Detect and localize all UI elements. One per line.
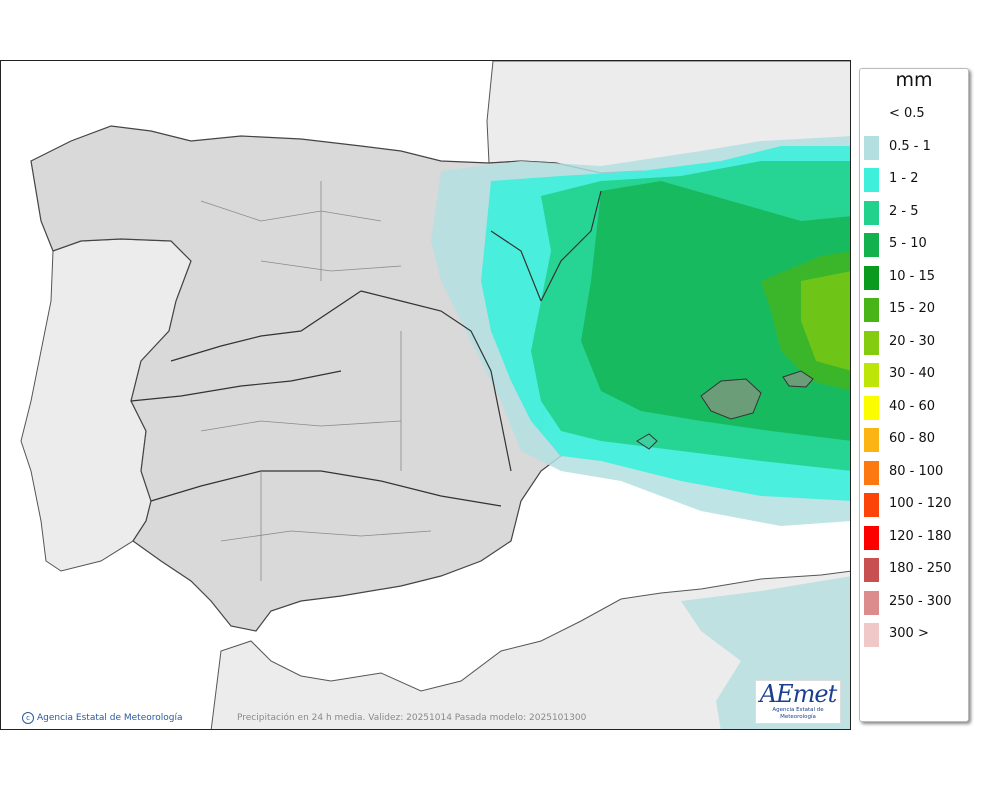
- legend-swatch: [864, 623, 879, 647]
- legend-label: 40 - 60: [889, 398, 936, 414]
- legend-label: 60 - 80: [889, 431, 936, 446]
- precipitation-legend: mm < 0.5 0.5 - 1 1 - 2 2 - 5 5 - 10 10 - 15 15…: [859, 68, 969, 722]
- province-borders: [200, 181, 432, 581]
- legend-swatch: [864, 200, 879, 225]
- legend-swatch: [864, 558, 879, 582]
- copyright-icon: c: [22, 712, 34, 724]
- legend-label: 100 - 120: [889, 496, 952, 511]
- legend-label: 0.5 - 1: [889, 138, 931, 154]
- mallorca-island: [700, 378, 762, 420]
- legend-label: 250 - 300: [889, 593, 952, 609]
- legend-label: 300 >: [889, 626, 929, 641]
- legend-swatch: [864, 265, 879, 290]
- legend-swatch: [864, 233, 879, 257]
- legend-label: 120 - 180: [889, 528, 952, 544]
- legend-label: < 0.5: [889, 106, 925, 121]
- precip-band-20-30: [801, 271, 850, 371]
- map-svg: [20, 61, 850, 729]
- agency-credit: c Agencia Estatal de Meteorología: [22, 712, 183, 724]
- logo-wordmark: AEmet: [759, 680, 837, 708]
- legend-swatch: [864, 103, 879, 127]
- legend-label: 2 - 5: [889, 203, 919, 219]
- legend-label: 1 - 2: [889, 171, 919, 186]
- legend-swatch: [864, 525, 879, 550]
- ibiza-island: [636, 433, 658, 450]
- credit-text: Agencia Estatal de Meteorología: [37, 713, 183, 723]
- legend-label: 30 - 40: [889, 366, 936, 381]
- legend-title: mm: [895, 69, 933, 91]
- legend-swatch: [864, 330, 879, 355]
- legend-swatch: [864, 590, 879, 615]
- legend-swatch: [864, 460, 879, 485]
- legend-swatch: [864, 395, 879, 420]
- precipitation-map: [0, 60, 851, 730]
- legend-swatch: [864, 298, 879, 322]
- region-borders: [130, 190, 602, 507]
- legend-label: 15 - 20: [889, 301, 936, 316]
- legend-swatch: [864, 168, 879, 192]
- logo-subtitle: Agencia Estatal de Meteorología: [772, 707, 824, 720]
- legend-label: 180 - 250: [889, 561, 952, 576]
- legend-swatch: [864, 428, 879, 452]
- legend-swatch: [864, 363, 879, 387]
- precip-band-5-10: [581, 181, 850, 441]
- menorca-island: [782, 370, 814, 388]
- legend-label: 5 - 10: [889, 236, 927, 251]
- map-footer-caption: Precipitación en 24 h media. Validez: 20…: [237, 713, 587, 723]
- legend-label: 10 - 15: [889, 268, 936, 284]
- legend-label: 80 - 100: [889, 463, 944, 479]
- aemet-logo: AEmet Agencia Estatal de Meteorología: [755, 680, 841, 724]
- legend-swatch: [864, 493, 879, 517]
- legend-swatch: [864, 135, 879, 160]
- legend-label: 20 - 30: [889, 333, 936, 349]
